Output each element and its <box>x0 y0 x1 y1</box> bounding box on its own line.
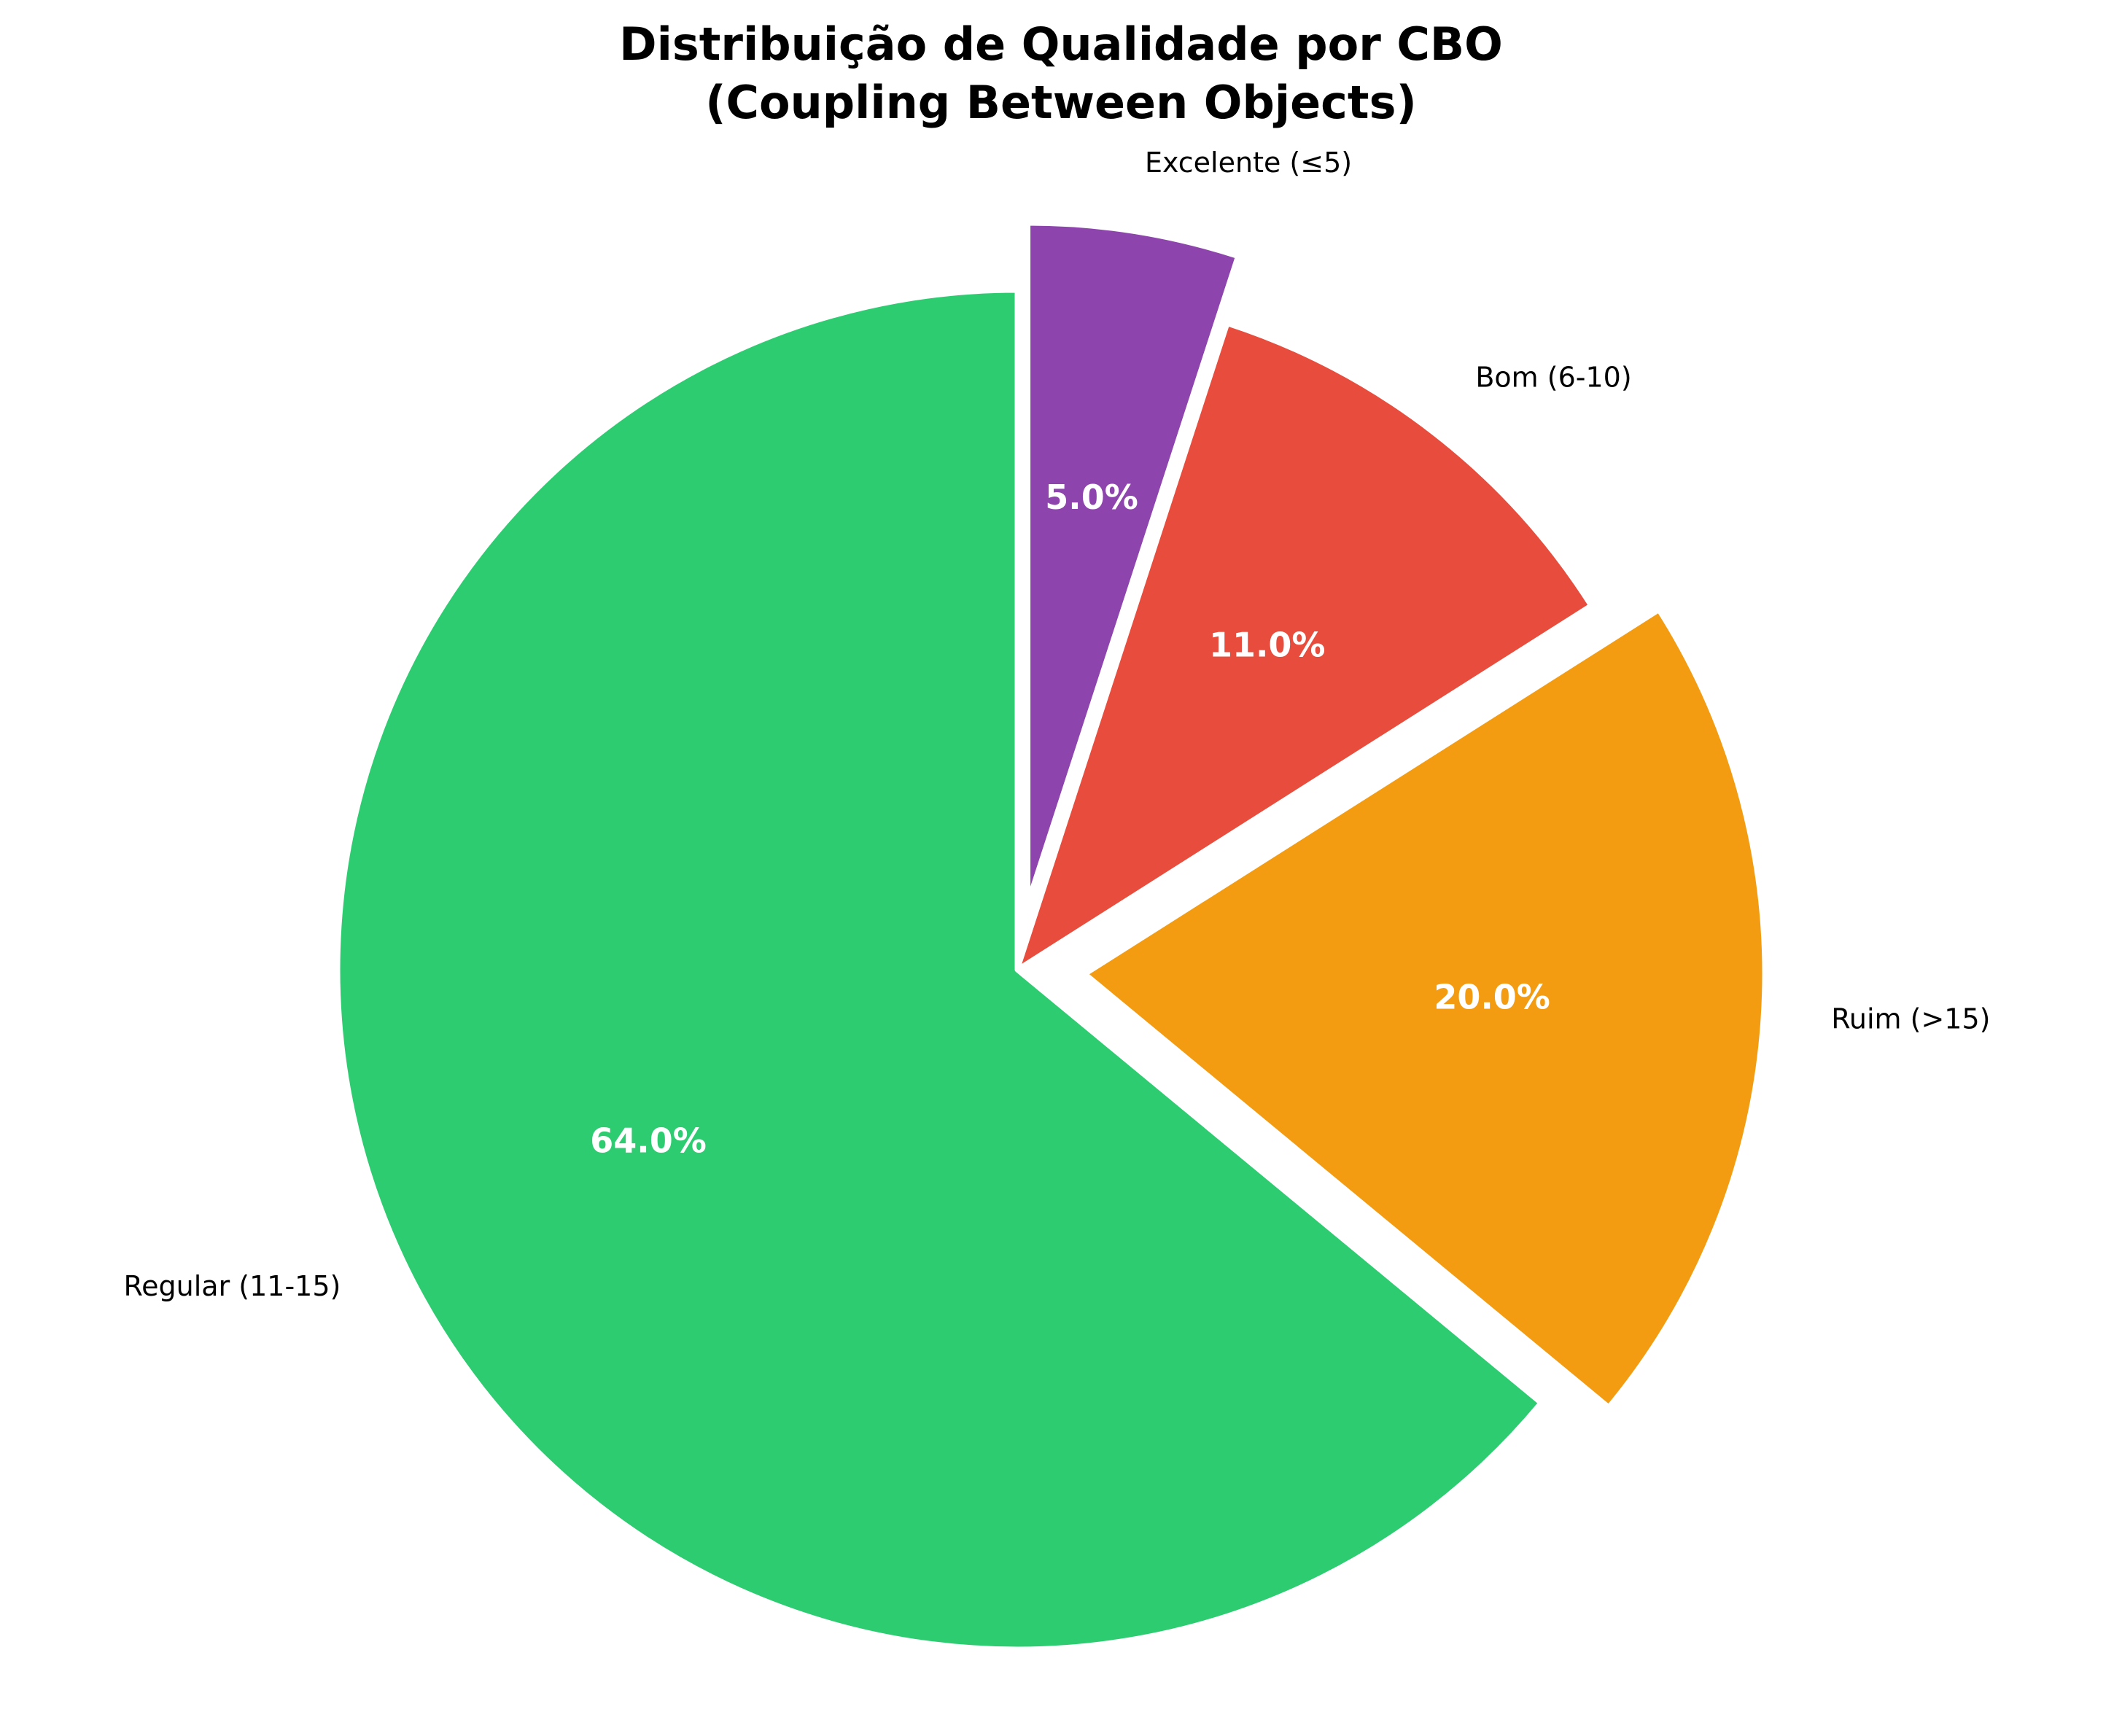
pie-slices <box>335 220 1768 1652</box>
chart-title-line-1: Distribuição de Qualidade por CBO <box>619 17 1503 71</box>
percent-labels: 5.0% 11.0% 20.0% 64.0% <box>590 478 1550 1160</box>
percent-label-excelente-5: 5.0% <box>1045 478 1138 517</box>
slice-label-bom-6-10: Bom (6-10) <box>1475 361 1631 393</box>
percent-label-regular-11-15: 64.0% <box>590 1121 707 1161</box>
percent-label-bom-6-10: 11.0% <box>1209 626 1326 665</box>
percent-label-ruim-15: 20.0% <box>1434 977 1550 1016</box>
slice-labels: Excelente (≤5) Bom (6-10) Ruim (>15) Regula… <box>123 147 1990 1302</box>
slice-label-regular-11-15: Regular (11-15) <box>123 1270 341 1302</box>
chart-title-line-2: (Coupling Between Objects) <box>705 76 1417 129</box>
slice-label-excelente-5: Excelente (≤5) <box>1145 147 1352 179</box>
pie-slice-excelente-5 <box>1025 220 1241 906</box>
slice-label-ruim-15: Ruim (>15) <box>1831 1003 1990 1035</box>
pie-slice-bom-6-10 <box>1014 321 1594 973</box>
pie-slice-regular-11-15 <box>335 287 1544 1652</box>
pie-slice-ruim-15 <box>1082 607 1768 1410</box>
chart-title: Distribuição de Qualidade por CBO (Coupl… <box>619 17 1503 129</box>
